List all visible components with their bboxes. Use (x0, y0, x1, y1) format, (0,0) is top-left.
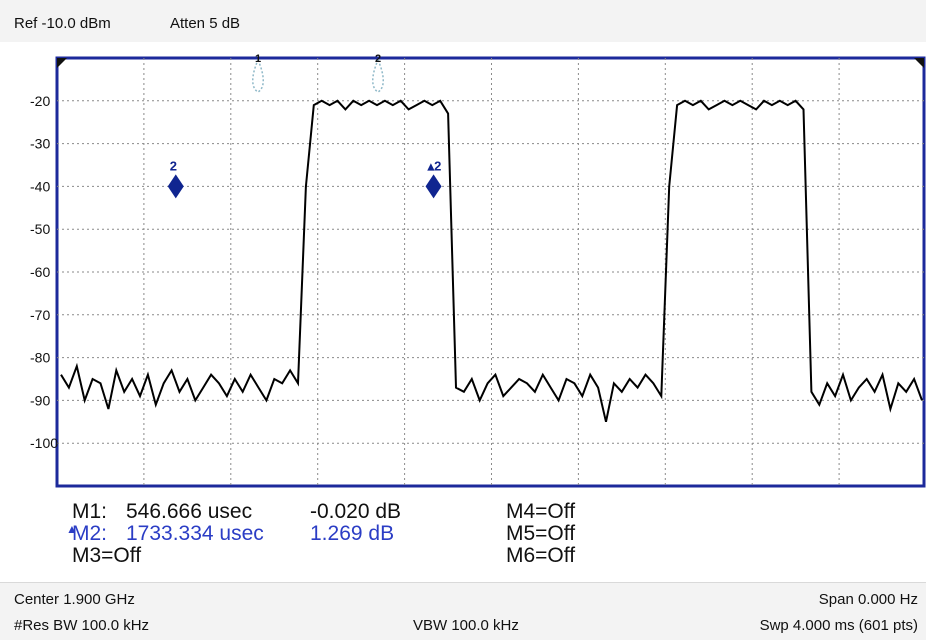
marker-guide-icon (372, 58, 384, 93)
marker-guide-icon (252, 58, 264, 93)
m1-time: 546.666 usec (126, 500, 253, 523)
m1-diamond-marker[interactable] (167, 174, 184, 199)
sweep-setting[interactable]: Swp 4.000 ms (601 pts) (759, 617, 918, 634)
m1-label: M1: (72, 500, 108, 523)
corner-mark-icon (914, 58, 924, 68)
marker-top-label: 2 (375, 53, 381, 65)
m5-status: M5=Off (506, 522, 576, 545)
m3-status: M3=Off (72, 544, 142, 567)
marker-top-label: 1 (255, 53, 261, 65)
y-tick-label: -20 (30, 93, 50, 109)
m1-value: -0.020 dB (310, 500, 402, 523)
reference-level[interactable]: Ref -10.0 dBm (14, 15, 111, 32)
header-bar: Ref -10.0 dBm Atten 5 dB (0, 0, 926, 43)
m4-status: M4=Off (506, 500, 576, 523)
m2-value: 1.269 dB (310, 522, 395, 545)
resolution-bandwidth[interactable]: #Res BW 100.0 kHz (14, 617, 150, 634)
spectrum-plot[interactable]: -20 -30 -40 -50 -60 -70 -80 -90 -100 2 ▴2 1 2 (0, 42, 926, 490)
analyzer-screen: -20 -30 -40 -50 -60 -70 -80 -90 -100 2 ▴2 1 2 M1: 5… (0, 42, 926, 582)
y-tick-label: -50 (30, 221, 50, 237)
y-tick-label: -40 (30, 178, 50, 194)
attenuation[interactable]: Atten 5 dB (170, 15, 241, 32)
m2-diamond-label: ▴2 (427, 158, 442, 173)
marker-table: M1: 546.666 usec -0.020 dB ▲ M2: 1733.33… (0, 490, 926, 580)
m1-diamond-label: 2 (170, 158, 177, 173)
delta-marker-icon: ▲ (66, 522, 78, 536)
trace-line (60, 99, 923, 423)
y-tick-label: -90 (30, 392, 50, 408)
video-bandwidth[interactable]: VBW 100.0 kHz (413, 617, 519, 634)
y-tick-label: -30 (30, 136, 50, 152)
y-axis-ticks: -20 -30 -40 -50 -60 -70 -80 -90 -100 (30, 93, 58, 451)
center-frequency[interactable]: Center 1.900 GHz (14, 591, 135, 608)
y-tick-label: -70 (30, 307, 50, 323)
y-tick-label: -100 (30, 435, 58, 451)
m2-time: 1733.334 usec (126, 522, 264, 545)
corner-mark-icon (57, 58, 67, 68)
footer-bar: Center 1.900 GHz Span 0.000 Hz #Res BW 1… (0, 582, 926, 640)
m6-status: M6=Off (506, 544, 576, 567)
y-tick-label: -80 (30, 350, 50, 366)
m2-label: M2: (72, 522, 108, 545)
trace-group (60, 99, 923, 423)
marker-group[interactable]: 2 ▴2 1 2 (60, 53, 442, 490)
span-setting[interactable]: Span 0.000 Hz (818, 591, 918, 608)
m2-diamond-marker[interactable] (425, 174, 442, 199)
graticule (55, 56, 926, 488)
y-tick-label: -60 (30, 264, 50, 280)
